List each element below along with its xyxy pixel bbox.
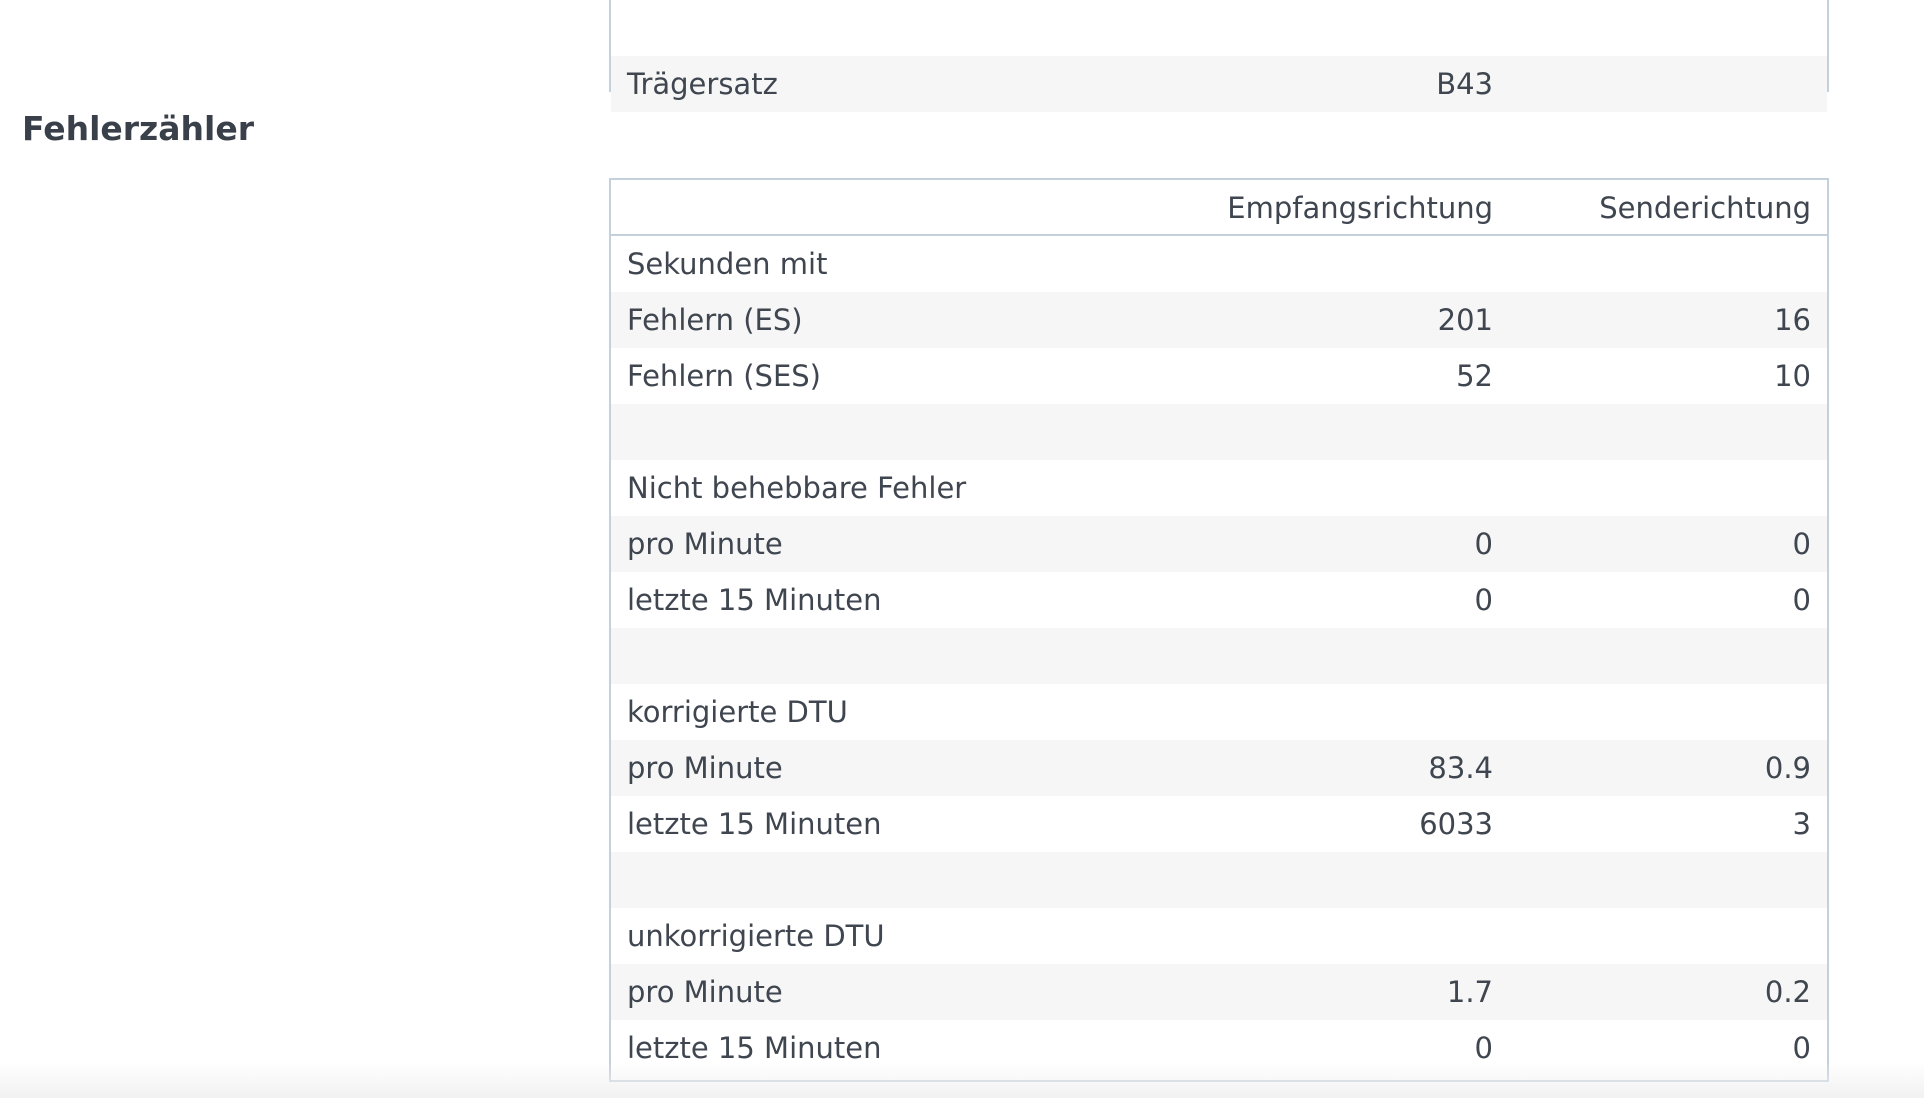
table-row <box>611 0 1827 56</box>
table-row: unkorrigierte DTU <box>611 908 1827 964</box>
row-label: Sekunden mit <box>627 247 828 281</box>
table-row: Fehlern (ES) 201 16 <box>611 292 1827 348</box>
table-row: pro Minute 83.4 0.9 <box>611 740 1827 796</box>
receive-value: 6033 <box>1419 807 1493 841</box>
send-value: 3 <box>1792 807 1811 841</box>
table-row: Fehlern (SES) 52 10 <box>611 348 1827 404</box>
row-label: Trägersatz <box>627 67 778 101</box>
row-value: B43 <box>1436 67 1493 101</box>
error-counter-table: Empfangsrichtung Senderichtung Sekunden … <box>609 178 1829 1082</box>
row-label: letzte 15 Minuten <box>627 807 882 841</box>
send-value: 0 <box>1792 583 1811 617</box>
row-label: pro Minute <box>627 975 783 1009</box>
receive-value: 0 <box>1474 583 1493 617</box>
send-value: 16 <box>1774 303 1811 337</box>
table-row <box>611 628 1827 684</box>
row-label: Fehlern (SES) <box>627 359 821 393</box>
receive-value: 52 <box>1456 359 1493 393</box>
table-header-row: Empfangsrichtung Senderichtung <box>611 180 1827 236</box>
line-info-table: Trägersatz B43 <box>609 0 1829 112</box>
table-row: pro Minute 0 0 <box>611 516 1827 572</box>
row-label: pro Minute <box>627 527 783 561</box>
column-header-receive: Empfangsrichtung <box>1227 191 1493 225</box>
row-label: letzte 15 Minuten <box>627 583 882 617</box>
send-value: 10 <box>1774 359 1811 393</box>
section-title: Fehlerzähler <box>22 109 254 148</box>
table-row: pro Minute 1.7 0.2 <box>611 964 1827 1020</box>
table-row: Nicht behebbare Fehler <box>611 460 1827 516</box>
send-value: 0 <box>1792 1031 1811 1065</box>
send-value: 0 <box>1792 527 1811 561</box>
table-row <box>611 404 1827 460</box>
table-row: letzte 15 Minuten 0 0 <box>611 1020 1827 1076</box>
row-label: Fehlern (ES) <box>627 303 803 337</box>
send-value: 0.9 <box>1764 751 1811 785</box>
receive-value: 0 <box>1474 1031 1493 1065</box>
table-row: Trägersatz B43 <box>611 56 1827 112</box>
receive-value: 83.4 <box>1428 751 1493 785</box>
send-value: 0.2 <box>1764 975 1811 1009</box>
table-row: letzte 15 Minuten 6033 3 <box>611 796 1827 852</box>
table-row: korrigierte DTU <box>611 684 1827 740</box>
table-row <box>611 852 1827 908</box>
table-row: Sekunden mit <box>611 236 1827 292</box>
receive-value: 1.7 <box>1446 975 1493 1009</box>
row-label: Nicht behebbare Fehler <box>627 471 967 505</box>
row-label: unkorrigierte DTU <box>627 919 885 953</box>
table-row: letzte 15 Minuten 0 0 <box>611 572 1827 628</box>
row-label: letzte 15 Minuten <box>627 1031 882 1065</box>
row-label: pro Minute <box>627 751 783 785</box>
receive-value: 0 <box>1474 527 1493 561</box>
row-label: korrigierte DTU <box>627 695 848 729</box>
column-header-send: Senderichtung <box>1599 191 1811 225</box>
receive-value: 201 <box>1437 303 1493 337</box>
